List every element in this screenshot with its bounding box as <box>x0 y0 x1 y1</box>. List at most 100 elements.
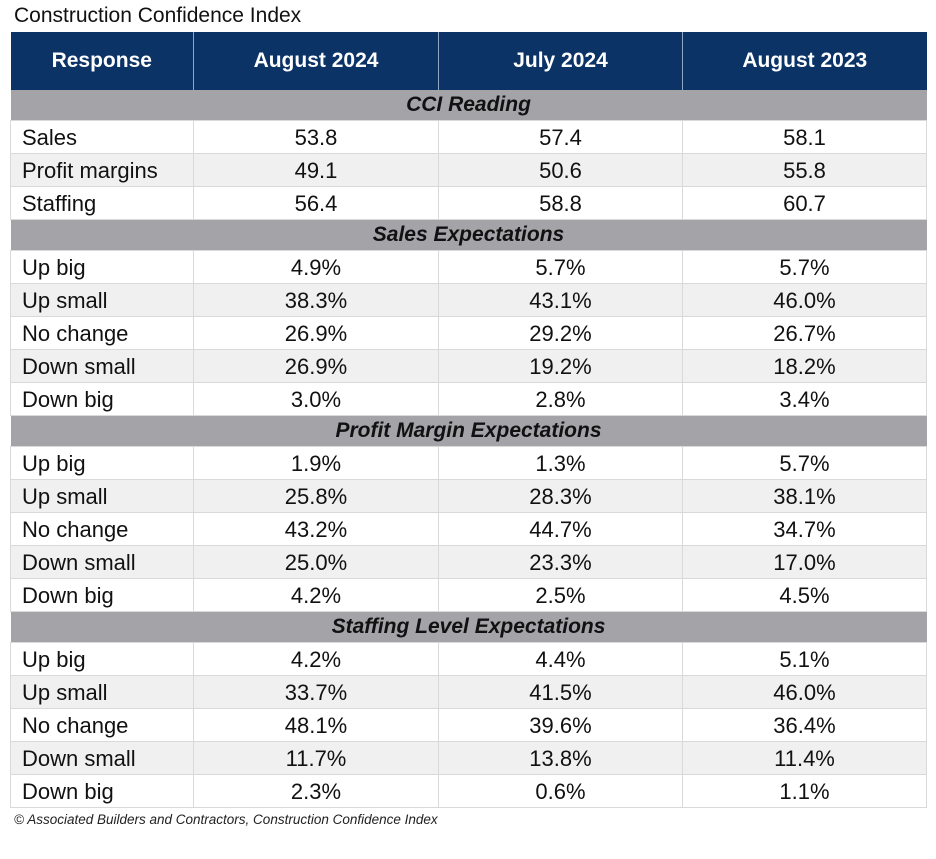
data-cell: 5.7% <box>682 250 927 284</box>
row-label: Up small <box>10 675 194 709</box>
section-title: Profit Margin Expectations <box>10 415 927 447</box>
section-title: Staffing Level Expectations <box>10 611 927 643</box>
row-label: Sales <box>10 120 194 154</box>
data-cell: 43.1% <box>438 283 683 317</box>
data-cell: 55.8 <box>682 153 927 187</box>
data-cell: 33.7% <box>193 675 439 709</box>
data-cell: 48.1% <box>193 708 439 742</box>
data-cell: 39.6% <box>438 708 683 742</box>
row-label: Down big <box>10 578 194 612</box>
column-header: Response <box>10 32 194 90</box>
row-label: No change <box>10 512 194 546</box>
data-cell: 11.4% <box>682 741 927 775</box>
data-cell: 25.0% <box>193 545 439 579</box>
data-cell: 43.2% <box>193 512 439 546</box>
data-cell: 38.1% <box>682 479 927 513</box>
data-cell: 26.7% <box>682 316 927 350</box>
row-label: Down big <box>10 774 194 808</box>
table-row: Staffing 56.4 58.8 60.7 <box>10 186 927 220</box>
data-cell: 2.3% <box>193 774 439 808</box>
row-label: Up small <box>10 283 194 317</box>
data-cell: 57.4 <box>438 120 683 154</box>
data-cell: 23.3% <box>438 545 683 579</box>
data-cell: 34.7% <box>682 512 927 546</box>
data-cell: 50.6 <box>438 153 683 187</box>
row-label: Profit margins <box>10 153 194 187</box>
table-row: Profit margins 49.1 50.6 55.8 <box>10 153 927 187</box>
data-cell: 28.3% <box>438 479 683 513</box>
column-header: August 2024 <box>193 32 439 90</box>
data-cell: 5.1% <box>682 642 927 676</box>
row-label: Down big <box>10 382 194 416</box>
data-cell: 38.3% <box>193 283 439 317</box>
data-cell: 26.9% <box>193 316 439 350</box>
data-cell: 60.7 <box>682 186 927 220</box>
data-cell: 41.5% <box>438 675 683 709</box>
section-header-row: Profit Margin Expectations <box>10 415 927 447</box>
data-cell: 4.5% <box>682 578 927 612</box>
row-label: No change <box>10 316 194 350</box>
row-label: Up small <box>10 479 194 513</box>
row-label: No change <box>10 708 194 742</box>
table-row: Down small 25.0% 23.3% 17.0% <box>10 545 927 579</box>
table-row: Up big 4.9% 5.7% 5.7% <box>10 250 927 284</box>
page-title: Construction Confidence Index <box>14 4 302 27</box>
table-body: CCI Reading Sales 53.8 57.4 58.1 Profit margi… <box>10 90 927 808</box>
data-cell: 26.9% <box>193 349 439 383</box>
section-header-row: Sales Expectations <box>10 219 927 251</box>
table-row: Up big 4.2% 4.4% 5.1% <box>10 642 927 676</box>
table-row: Up small 33.7% 41.5% 46.0% <box>10 675 927 709</box>
header-row: Response August 2024 July 2024 August 20… <box>10 32 927 90</box>
data-cell: 49.1 <box>193 153 439 187</box>
data-cell: 3.4% <box>682 382 927 416</box>
data-cell: 4.2% <box>193 642 439 676</box>
data-cell: 2.8% <box>438 382 683 416</box>
table-row: Sales 53.8 57.4 58.1 <box>10 120 927 154</box>
table-row: Up small 38.3% 43.1% 46.0% <box>10 283 927 317</box>
data-cell: 13.8% <box>438 741 683 775</box>
table-row: Up small 25.8% 28.3% 38.1% <box>10 479 927 513</box>
data-cell: 17.0% <box>682 545 927 579</box>
data-cell: 25.8% <box>193 479 439 513</box>
table-row: No change 26.9% 29.2% 26.7% <box>10 316 927 350</box>
section-header-row: Staffing Level Expectations <box>10 611 927 643</box>
section-title: Sales Expectations <box>10 219 927 251</box>
row-label: Staffing <box>10 186 194 220</box>
column-header: August 2023 <box>682 32 927 90</box>
data-cell: 36.4% <box>682 708 927 742</box>
data-cell: 58.1 <box>682 120 927 154</box>
table-row: Down big 3.0% 2.8% 3.4% <box>10 382 927 416</box>
row-label: Up big <box>10 446 194 480</box>
data-cell: 46.0% <box>682 283 927 317</box>
column-header: July 2024 <box>438 32 683 90</box>
row-label: Down small <box>10 545 194 579</box>
data-cell: 1.3% <box>438 446 683 480</box>
source-footer: © Associated Builders and Contractors, C… <box>14 812 438 827</box>
data-cell: 46.0% <box>682 675 927 709</box>
data-cell: 1.9% <box>193 446 439 480</box>
cci-table: Response August 2024 July 2024 August 20… <box>10 32 927 808</box>
row-label: Down small <box>10 741 194 775</box>
data-cell: 11.7% <box>193 741 439 775</box>
data-cell: 4.9% <box>193 250 439 284</box>
data-cell: 4.2% <box>193 578 439 612</box>
data-cell: 53.8 <box>193 120 439 154</box>
data-cell: 29.2% <box>438 316 683 350</box>
data-cell: 58.8 <box>438 186 683 220</box>
section-title: CCI Reading <box>10 90 927 121</box>
table-row: Down big 4.2% 2.5% 4.5% <box>10 578 927 612</box>
data-cell: 1.1% <box>682 774 927 808</box>
table-row: Up big 1.9% 1.3% 5.7% <box>10 446 927 480</box>
data-cell: 3.0% <box>193 382 439 416</box>
row-label: Up big <box>10 642 194 676</box>
data-cell: 4.4% <box>438 642 683 676</box>
table-row: Down small 11.7% 13.8% 11.4% <box>10 741 927 775</box>
data-cell: 56.4 <box>193 186 439 220</box>
data-cell: 44.7% <box>438 512 683 546</box>
row-label: Up big <box>10 250 194 284</box>
row-label: Down small <box>10 349 194 383</box>
data-cell: 2.5% <box>438 578 683 612</box>
data-cell: 19.2% <box>438 349 683 383</box>
data-cell: 18.2% <box>682 349 927 383</box>
section-header-row: CCI Reading <box>10 90 927 121</box>
